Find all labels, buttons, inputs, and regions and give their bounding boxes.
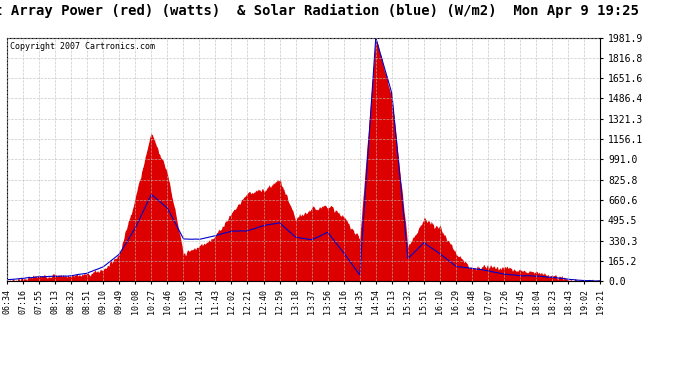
Text: Copyright 2007 Cartronics.com: Copyright 2007 Cartronics.com	[10, 42, 155, 51]
Text: West Array Power (red) (watts)  & Solar Radiation (blue) (W/m2)  Mon Apr 9 19:25: West Array Power (red) (watts) & Solar R…	[0, 4, 639, 18]
